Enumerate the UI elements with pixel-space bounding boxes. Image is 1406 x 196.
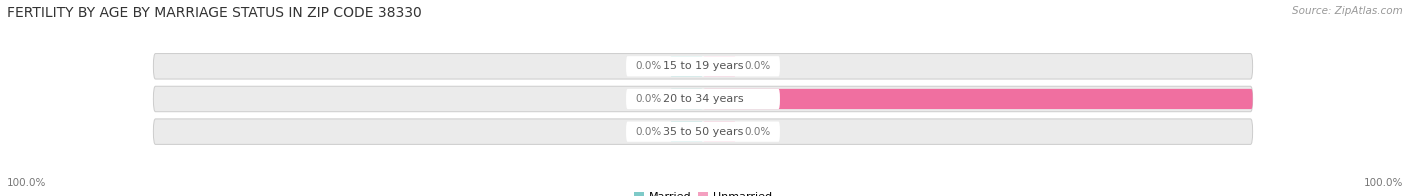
Text: FERTILITY BY AGE BY MARRIAGE STATUS IN ZIP CODE 38330: FERTILITY BY AGE BY MARRIAGE STATUS IN Z… [7,6,422,20]
Text: 0.0%: 0.0% [744,127,770,137]
FancyBboxPatch shape [626,89,780,109]
FancyBboxPatch shape [153,86,1253,112]
FancyBboxPatch shape [703,89,1253,109]
Legend: Married, Unmarried: Married, Unmarried [630,187,776,196]
FancyBboxPatch shape [671,122,703,142]
Text: 0.0%: 0.0% [636,61,662,71]
Text: 100.0%: 100.0% [7,178,46,188]
Text: 35 to 50 years: 35 to 50 years [662,127,744,137]
Text: 0.0%: 0.0% [636,94,662,104]
Text: 100.0%: 100.0% [1261,94,1301,104]
Text: 20 to 34 years: 20 to 34 years [662,94,744,104]
FancyBboxPatch shape [153,119,1253,144]
FancyBboxPatch shape [153,54,1253,79]
FancyBboxPatch shape [671,89,703,109]
FancyBboxPatch shape [626,56,780,76]
Text: 0.0%: 0.0% [636,127,662,137]
Text: 100.0%: 100.0% [1364,178,1403,188]
Text: Source: ZipAtlas.com: Source: ZipAtlas.com [1292,6,1403,16]
FancyBboxPatch shape [671,56,703,76]
Text: 0.0%: 0.0% [744,61,770,71]
FancyBboxPatch shape [703,56,735,76]
Text: 15 to 19 years: 15 to 19 years [662,61,744,71]
FancyBboxPatch shape [626,122,780,142]
FancyBboxPatch shape [703,122,735,142]
